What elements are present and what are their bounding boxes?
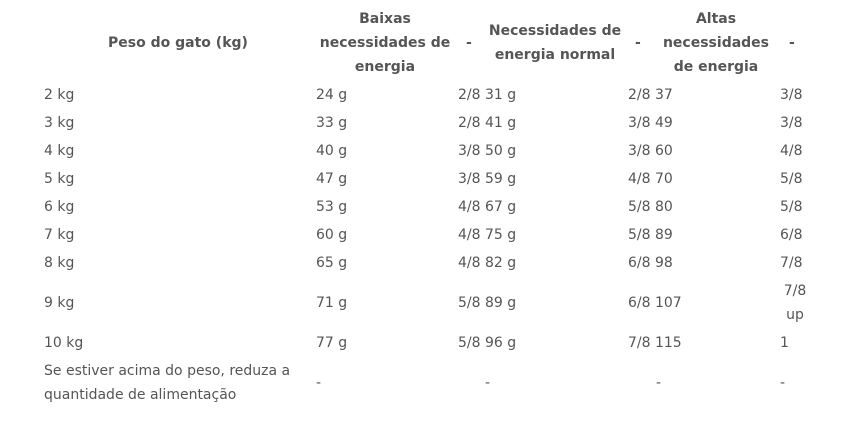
cell-low: 65 g [316,255,348,271]
header-dash-2: - [635,35,641,51]
cell-last: 7/8 up [783,283,807,323]
header-dash-1: - [466,35,472,51]
cell-high: 6/8 107 [628,295,682,311]
header-high-energy: Altas necessidades de energia [662,11,770,75]
header-weight: Peso do gato (kg) [108,35,248,51]
header-low-energy: Baixas necessidades de energia [319,11,451,75]
cell-high: 3/8 49 [628,115,673,131]
cell-last: 7/8 [780,255,803,271]
cell-weight: 3 kg [44,115,75,131]
cell-weight: 8 kg [44,255,75,271]
cell-high: 4/8 70 [628,171,673,187]
cell-normal: 3/8 50 g [458,143,517,159]
cell-normal: 3/8 59 g [458,171,517,187]
cell-high: 5/8 80 [628,199,673,215]
cell-normal: 2/8 41 g [458,115,517,131]
cell-normal: - [485,375,491,391]
cell-low: - [316,375,322,391]
cell-low: 24 g [316,87,348,103]
cell-last: 3/8 [780,115,803,131]
cell-last: 5/8 [780,199,803,215]
cell-normal: 4/8 75 g [458,227,517,243]
cell-last: 5/8 [780,171,803,187]
cell-normal: 4/8 82 g [458,255,517,271]
cell-last: - [780,375,786,391]
cell-low: 60 g [316,227,348,243]
cell-high: 2/8 37 [628,87,673,103]
cell-normal: 4/8 67 g [458,199,517,215]
cell-last: 1 [780,335,789,351]
cell-low: 53 g [316,199,348,215]
cell-low: 77 g [316,335,348,351]
cell-weight: 10 kg [44,335,84,351]
cell-high: 7/8 115 [628,335,682,351]
header-dash-3: - [789,35,795,51]
cell-high: - [656,375,662,391]
cell-last: 3/8 [780,87,803,103]
cell-low: 40 g [316,143,348,159]
cell-low: 33 g [316,115,348,131]
header-normal-energy: Necessidades de energia normal [488,23,622,63]
cell-normal: 5/8 89 g [458,295,517,311]
cell-weight: 6 kg [44,199,75,215]
cell-high: 5/8 89 [628,227,673,243]
cell-weight: Se estiver acima do peso, reduza a quant… [44,363,291,403]
cell-weight: 4 kg [44,143,75,159]
cell-high: 3/8 60 [628,143,673,159]
cell-last: 4/8 [780,143,803,159]
cell-normal: 2/8 31 g [458,87,517,103]
cell-low: 71 g [316,295,348,311]
cell-weight: 7 kg [44,227,75,243]
cell-high: 6/8 98 [628,255,673,271]
cell-weight: 9 kg [44,295,75,311]
cell-weight: 5 kg [44,171,75,187]
cell-last: 6/8 [780,227,803,243]
cell-weight: 2 kg [44,87,75,103]
cell-normal: 5/8 96 g [458,335,517,351]
cell-low: 47 g [316,171,348,187]
